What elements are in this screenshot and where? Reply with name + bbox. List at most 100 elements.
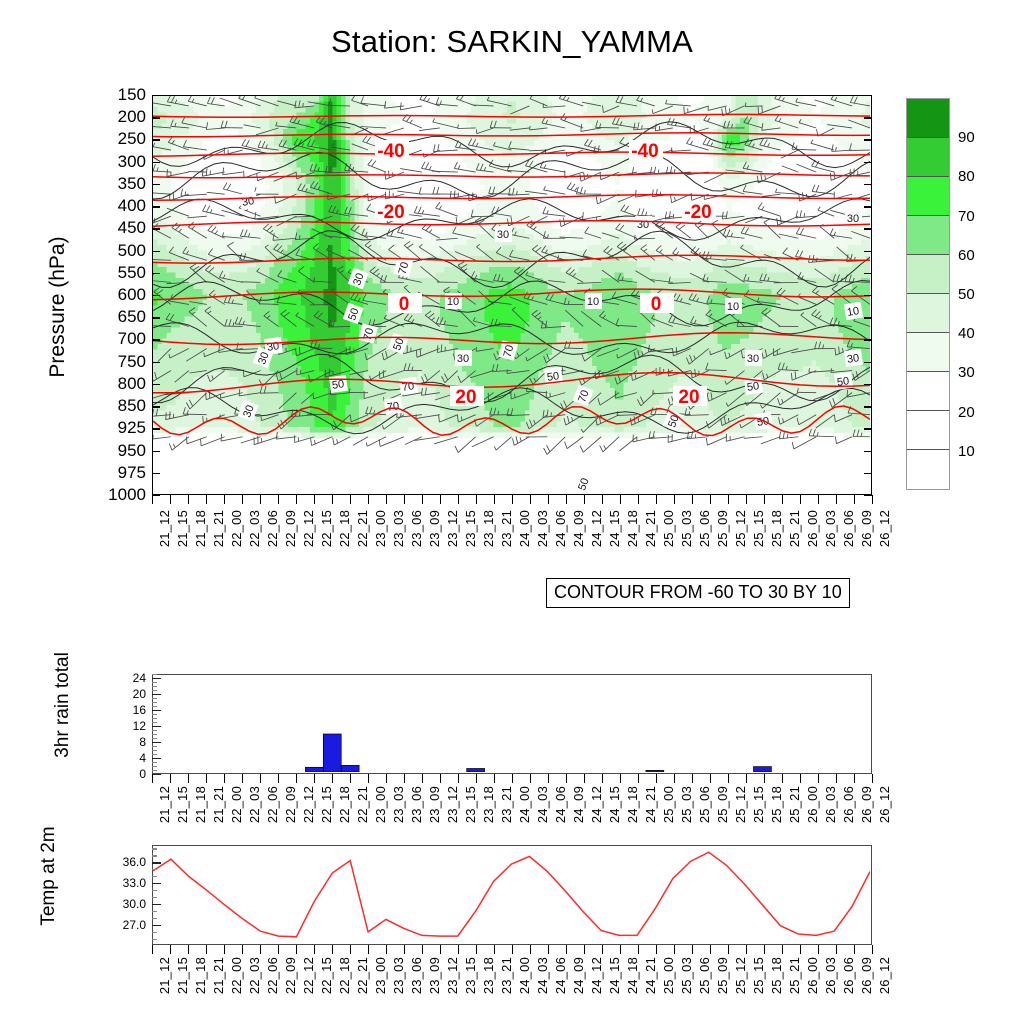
x-ticklabel-23_00: 23_00 — [373, 510, 388, 548]
x-tick — [674, 945, 676, 954]
x-ticklabel-25_03: 25_03 — [679, 957, 694, 995]
x-tick — [530, 774, 532, 783]
x-tick — [224, 945, 226, 954]
temp-axis-label: Temp at 2m — [38, 826, 59, 926]
tick — [152, 139, 160, 141]
tick — [152, 726, 161, 728]
pressure-tick-400: 400 — [117, 196, 146, 216]
colorbar-label-40: 40 — [958, 325, 975, 343]
pressure-tick-500: 500 — [117, 240, 146, 260]
x-tick — [170, 945, 172, 954]
minor-tick — [152, 896, 157, 899]
x-tick — [440, 495, 442, 504]
minor-tick — [152, 890, 157, 892]
x-tick — [188, 774, 190, 783]
x-ticklabel-21_15: 21_15 — [175, 957, 190, 995]
x-tick — [512, 945, 514, 954]
x-ticklabel-25_12: 25_12 — [733, 957, 748, 995]
x-ticklabel-21_12: 21_12 — [157, 510, 172, 548]
tick — [152, 903, 161, 906]
temp-axis-ticklabels: 27.0 30.0 33.0 36.0 — [90, 845, 146, 945]
tick — [152, 250, 160, 252]
x-ticklabel-24_00: 24_00 — [517, 957, 532, 995]
x-ticklabel-22_00: 22_00 — [229, 786, 244, 824]
x-tick — [818, 774, 820, 783]
x-ticklabel-23_21: 23_21 — [499, 786, 514, 824]
x-tick — [332, 495, 334, 504]
x-ticklabel-21_21: 21_21 — [211, 510, 226, 548]
x-tick — [224, 774, 226, 783]
x-ticklabel-23_18: 23_18 — [481, 510, 496, 548]
x-ticklabel-24_18: 24_18 — [625, 510, 640, 548]
x-tick — [836, 774, 838, 783]
tick — [864, 250, 872, 252]
x-ticklabel-22_21: 22_21 — [355, 510, 370, 548]
colorbar-band-5 — [907, 255, 949, 294]
x-tick — [872, 945, 874, 954]
x-ticklabel-25_00: 25_00 — [661, 510, 676, 548]
x-ticklabel-26_06: 26_06 — [841, 957, 856, 995]
x-tick — [548, 495, 550, 504]
x-ticklabel-21_18: 21_18 — [193, 957, 208, 995]
x-ticklabel-22_18: 22_18 — [337, 786, 352, 824]
x-ticklabel-22_03: 22_03 — [247, 786, 262, 824]
x-tick — [494, 495, 496, 504]
rain-bar-25_00 — [645, 770, 665, 772]
minor-tick — [152, 917, 157, 919]
x-ticklabel-24_03: 24_03 — [535, 786, 550, 824]
temp-x-ticklabels: 21_12 21_15 21_18 21_21 22_00 22_03 22_06 22_09… — [152, 957, 892, 1023]
x-tick — [458, 495, 460, 504]
page-title: Station: SARKIN_YAMMA — [331, 24, 693, 59]
x-ticklabel-24_21: 24_21 — [643, 510, 658, 548]
rain-tick-20: 20 — [132, 687, 146, 701]
x-ticklabel-24_00: 24_00 — [517, 510, 532, 548]
x-ticklabel-21_18: 21_18 — [193, 786, 208, 824]
x-tick — [746, 945, 748, 954]
tick — [152, 117, 160, 119]
x-ticklabel-23_18: 23_18 — [481, 786, 496, 824]
x-tick — [692, 945, 694, 954]
x-tick — [170, 495, 172, 504]
temp-tick-27.0: 27.0 — [122, 917, 146, 932]
x-tick — [512, 495, 514, 504]
minor-tick — [152, 686, 157, 688]
tick — [152, 361, 160, 364]
rain-tick-16: 16 — [132, 703, 146, 717]
x-tick — [530, 495, 532, 504]
x-ticklabel-23_03: 23_03 — [391, 957, 406, 995]
colorbar-band-8 — [907, 138, 949, 177]
tick — [152, 710, 161, 712]
x-tick — [674, 774, 676, 783]
cross-section-plot-area: 30 30 30 30 30 70 50 50 30 10 10 10 10 30 30 30 50 50 50 50… — [153, 96, 871, 494]
minor-tick — [152, 754, 157, 756]
x-ticklabel-22_15: 22_15 — [319, 510, 334, 548]
minor-tick — [152, 848, 157, 850]
x-tick — [638, 774, 640, 783]
x-ticklabel-23_18: 23_18 — [481, 957, 496, 995]
x-ticklabel-22_12: 22_12 — [301, 957, 316, 995]
pressure-tick-450: 450 — [117, 218, 146, 238]
x-tick — [260, 495, 262, 504]
x-tick — [332, 774, 334, 783]
x-tick — [584, 774, 586, 783]
tick — [864, 117, 872, 119]
x-tick — [242, 945, 244, 954]
x-tick — [746, 495, 748, 504]
pressure-tick-150: 150 — [117, 85, 146, 104]
tick — [152, 862, 161, 864]
x-tick — [818, 945, 820, 954]
tick — [152, 183, 160, 186]
tick — [864, 295, 872, 297]
x-ticklabel-25_00: 25_00 — [661, 957, 676, 995]
tick — [152, 678, 161, 680]
x-tick — [278, 945, 280, 954]
x-tick — [566, 774, 568, 783]
x-tick — [584, 495, 586, 504]
x-tick — [386, 945, 388, 954]
cross-section-x-tickmarks — [152, 495, 874, 504]
temp-x-tickmarks — [152, 945, 874, 954]
rain-bars-svg — [305, 733, 772, 772]
x-tick — [314, 945, 316, 954]
tick — [864, 95, 872, 97]
x-ticklabel-25_18: 25_18 — [769, 957, 784, 995]
